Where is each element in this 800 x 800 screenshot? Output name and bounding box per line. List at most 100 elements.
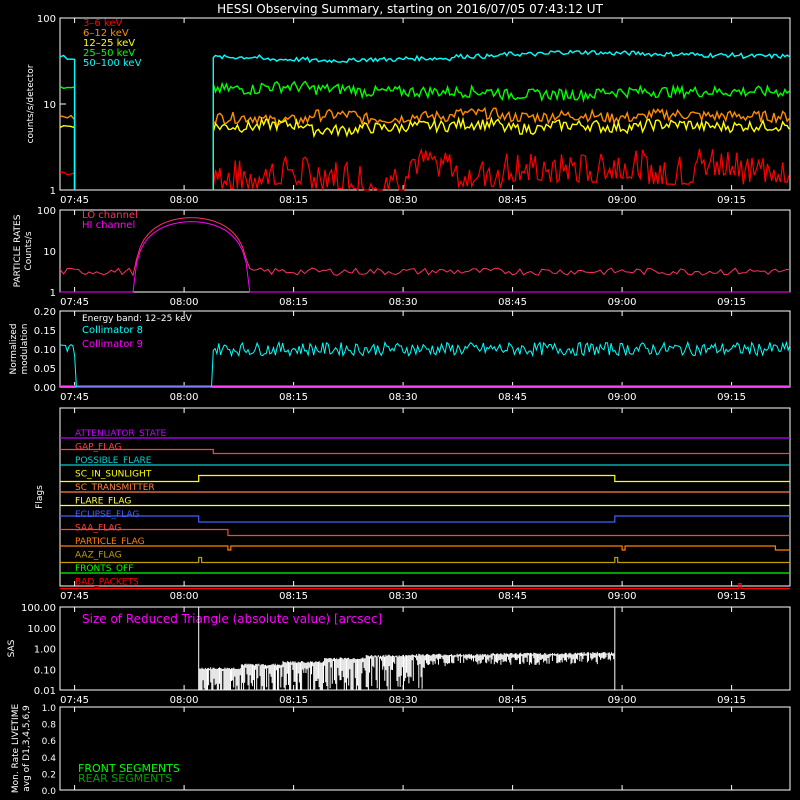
y-axis-label: Flags <box>35 485 45 509</box>
x-tick-label: 09:00 <box>608 392 637 403</box>
legend-entry: 3–6 keV <box>83 18 122 29</box>
y-tick-label: 1.00 <box>34 645 56 656</box>
y-axis-label: Normalized <box>9 323 19 374</box>
y-axis-label: counts/s/detector <box>26 64 36 143</box>
flag-label: POSSIBLE_FLARE <box>75 456 152 466</box>
x-tick-label: 09:15 <box>717 297 746 308</box>
legend-entry: Collimator 9 <box>82 339 143 350</box>
series-line-1 <box>198 607 616 690</box>
legend-entry: 6–12 keV <box>83 28 129 39</box>
y-tick-label: 100 <box>37 14 56 25</box>
y-tick-label: 0.4 <box>42 754 57 764</box>
flag-label: BAD_PACKETS <box>75 578 139 588</box>
flag-line <box>60 545 790 551</box>
legend-entry: 50–100 keV <box>83 58 142 69</box>
x-tick-label: 08:00 <box>170 695 199 706</box>
x-tick-label: 07:45 <box>60 695 89 706</box>
panel-annotation: Size of Reduced Triangle (absolute value… <box>82 612 382 626</box>
x-tick-label: 07:45 <box>60 297 89 308</box>
flag-line <box>60 474 790 483</box>
x-tick-label: 08:30 <box>389 195 418 206</box>
x-tick-label: 08:45 <box>498 695 527 706</box>
x-tick-label: 09:15 <box>717 695 746 706</box>
flag-label: GAP_FLAG <box>75 443 121 453</box>
y-tick-label: 0.01 <box>34 686 56 697</box>
x-tick-label: 08:00 <box>170 195 199 206</box>
y-axis-label: PARTICLE RATES <box>13 214 23 287</box>
y-tick-label: 100.00 <box>21 603 56 614</box>
x-tick-label: 08:30 <box>389 591 418 602</box>
y-tick-label: 1 <box>50 186 56 197</box>
x-tick-label: 08:00 <box>170 297 199 308</box>
panel-frame-2 <box>59 209 791 293</box>
flag-label: FRONTS_OFF <box>75 564 133 574</box>
x-tick-label: 08:15 <box>279 392 308 403</box>
flag-line <box>60 582 790 590</box>
y-tick-label: 100 <box>37 206 56 217</box>
y-axis-label: avg of D1,3,4,5,6,9 <box>22 705 32 792</box>
series-line-2 <box>60 221 790 293</box>
series-line-2 <box>59 106 790 190</box>
x-tick-label: 07:45 <box>60 195 89 206</box>
legend-entry: HI channel <box>82 220 135 231</box>
x-tick-label: 08:30 <box>389 392 418 403</box>
flag-label: FLARE_FLAG <box>75 497 131 507</box>
x-tick-label: 08:45 <box>498 591 527 602</box>
x-tick-label: 09:15 <box>717 195 746 206</box>
series-line-5 <box>59 49 790 190</box>
flag-label: ECLIPSE_FLAG <box>75 510 139 520</box>
y-tick-label: 0.20 <box>34 307 56 318</box>
series-line-4 <box>59 80 790 190</box>
x-tick-label: 08:15 <box>279 195 308 206</box>
y-tick-label: 1.0 <box>42 704 57 714</box>
panel-annotation: Energy band: 12–25 keV <box>82 314 193 324</box>
y-tick-label: 1 <box>50 288 56 299</box>
x-tick-label: 08:30 <box>389 695 418 706</box>
legend-entry: LO channel <box>82 210 138 221</box>
y-axis-label: Mon. Rate LIVETIME <box>11 704 21 794</box>
series-line-1 <box>59 147 790 192</box>
y-axis-label: Counts/s <box>24 231 34 270</box>
x-tick-label: 09:15 <box>717 591 746 602</box>
x-tick-label: 08:45 <box>498 297 527 308</box>
x-tick-label: 09:00 <box>608 195 637 206</box>
y-tick-label: 0.6 <box>42 737 57 747</box>
y-tick-label: 0.0 <box>42 787 57 797</box>
legend-entry: 25–50 keV <box>83 48 135 59</box>
y-tick-label: 0.10 <box>34 665 56 676</box>
x-tick-label: 08:45 <box>498 195 527 206</box>
chart-title: HESSI Observing Summary, starting on 201… <box>217 2 603 16</box>
flag-label: SC_IN_SUNLIGHT <box>75 470 152 480</box>
flag-label: AAZ_FLAG <box>75 551 122 561</box>
panel-frame-6 <box>59 706 791 791</box>
legend-entry: Collimator 8 <box>82 325 143 336</box>
flag-label: SC_TRANSMITTER <box>75 483 155 493</box>
y-tick-label: 10.00 <box>27 624 56 635</box>
y-tick-label: 10 <box>43 100 56 111</box>
flag-label: ATTENUATOR_STATE <box>75 429 167 439</box>
x-tick-label: 08:15 <box>279 591 308 602</box>
panel-frame-4 <box>59 407 791 587</box>
y-tick-label: 0.00 <box>34 383 56 394</box>
series-line-1 <box>59 340 791 388</box>
x-tick-label: 09:00 <box>608 297 637 308</box>
y-tick-label: 0.15 <box>34 326 56 337</box>
y-axis-label: modulation <box>20 324 30 375</box>
x-tick-label: 09:00 <box>608 695 637 706</box>
x-tick-label: 07:45 <box>60 392 89 403</box>
flag-line <box>60 448 790 455</box>
y-tick-label: 0.2 <box>42 770 56 780</box>
legend-entry: REAR SEGMENTS <box>78 772 172 785</box>
y-tick-label: 10 <box>43 247 56 258</box>
y-tick-label: 0.8 <box>42 721 57 731</box>
panel-frame-5 <box>59 606 791 691</box>
legend-entry: 12–25 keV <box>83 38 135 49</box>
x-tick-label: 08:00 <box>170 591 199 602</box>
x-tick-label: 08:30 <box>389 297 418 308</box>
flag-label: SAA_FLAG <box>75 524 121 534</box>
flag-line <box>60 515 790 523</box>
x-tick-label: 08:45 <box>498 392 527 403</box>
x-tick-label: 07:45 <box>60 591 89 602</box>
x-tick-label: 08:00 <box>170 392 199 403</box>
